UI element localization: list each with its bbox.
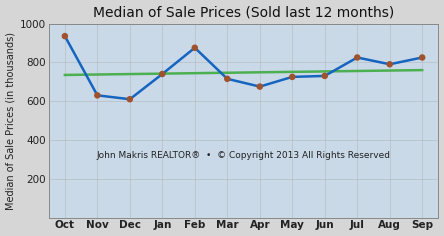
Point — [61, 34, 68, 38]
Point — [321, 74, 328, 78]
Point — [224, 77, 231, 81]
Point — [289, 75, 296, 79]
Point — [159, 72, 166, 76]
Point — [256, 85, 263, 88]
Y-axis label: Median of Sale Prices (in thousands): Median of Sale Prices (in thousands) — [6, 32, 16, 210]
Point — [126, 97, 133, 101]
Point — [386, 62, 393, 66]
Title: Median of Sale Prices (Sold last 12 months): Median of Sale Prices (Sold last 12 mont… — [93, 6, 394, 20]
Point — [354, 56, 361, 59]
Point — [191, 46, 198, 50]
Point — [94, 93, 101, 97]
Text: John Makris REALTOR®  •  © Copyright 2013 All Rights Reserved: John Makris REALTOR® • © Copyright 2013 … — [96, 151, 391, 160]
Point — [419, 56, 426, 59]
